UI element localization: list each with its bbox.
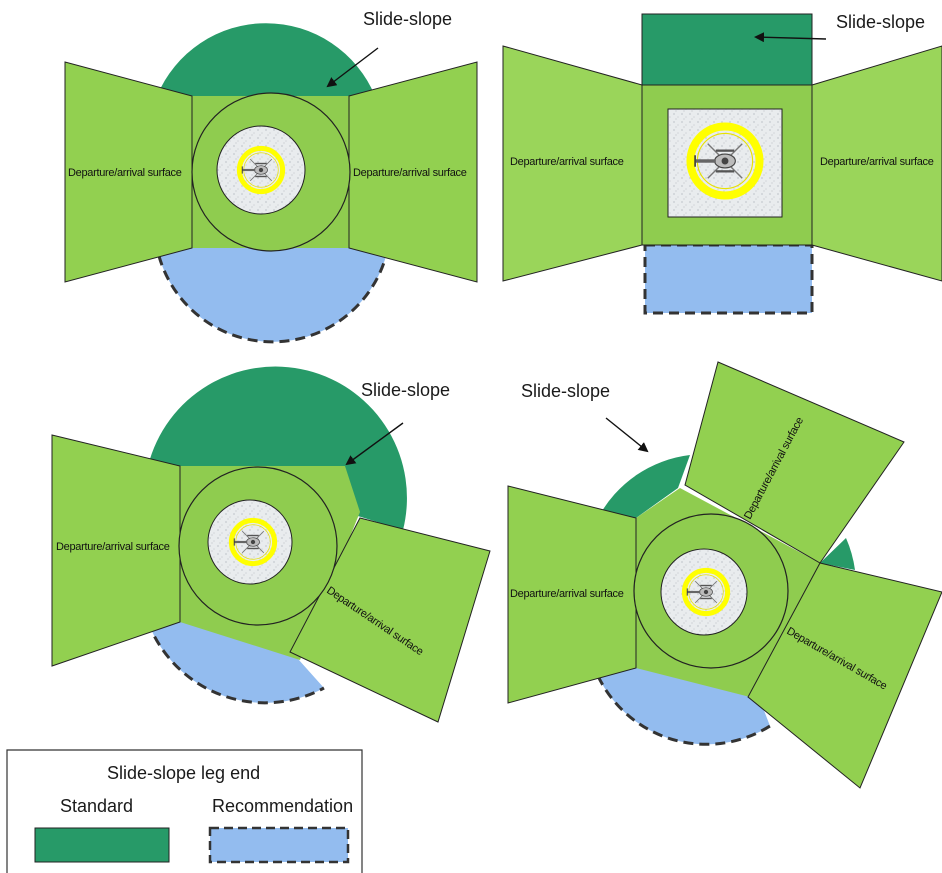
slide-slope-standard <box>641 13 813 86</box>
slide-slope-recommendation <box>157 248 388 342</box>
slide-slope-recommendation <box>643 243 814 315</box>
slide-slope-standard-left <box>598 455 690 518</box>
departure-surface-left <box>507 485 637 704</box>
arrow-icon <box>754 32 827 43</box>
arrow-icon <box>605 417 649 453</box>
departure-surface-bottom-right <box>747 562 942 789</box>
surface-label-right: Departure/arrival surface <box>353 167 467 179</box>
slide-slope-label: Slide-slope <box>363 9 452 29</box>
surface-label-left: Departure/arrival surface <box>510 588 624 600</box>
slide-slope-recommendation <box>148 620 324 703</box>
departure-surface-left <box>64 61 193 283</box>
legend-title: Slide-slope leg end <box>107 763 260 783</box>
slide-slope-standard <box>157 23 375 96</box>
panel-bottom-left: Departure/arrival surface Departure/arri… <box>51 366 491 723</box>
slide-slope-dashed-edge <box>155 247 390 344</box>
departure-surface-right <box>289 517 491 723</box>
departure-surface-right <box>348 61 478 283</box>
arrow-icon <box>345 422 404 466</box>
slide-slope-label: Slide-slope <box>521 381 610 401</box>
arrow-icon <box>326 47 379 88</box>
surface-label-left: Departure/arrival surface <box>68 167 182 179</box>
panel-top-right: Departure/arrival surface Departure/arri… <box>502 12 942 315</box>
slide-slope-recommendation <box>598 668 770 745</box>
surface-label-right: Departure/arrival surface <box>820 156 934 168</box>
slide-slope-dashed-edge <box>146 621 325 705</box>
slide-slope-label: Slide-slope <box>361 380 450 400</box>
slide-slope-dashed-edge <box>596 675 771 746</box>
legend-recommendation-swatch <box>208 826 350 864</box>
legend: Slide-slope leg end Standard Recommendat… <box>6 749 363 873</box>
surface-label-left: Departure/arrival surface <box>510 156 624 168</box>
panel-bottom-right: Departure/arrival surface Departure/arri… <box>507 361 942 789</box>
legend-standard-swatch <box>34 827 170 863</box>
legend-standard-label: Standard <box>60 796 133 816</box>
slide-slope-label: Slide-slope <box>836 12 925 32</box>
slide-slope-standard-right <box>820 538 855 570</box>
panel-top-left: Departure/arrival surface Departure/arri… <box>64 9 478 344</box>
legend-recommendation-label: Recommendation <box>212 796 353 816</box>
departure-surface-left <box>51 434 181 667</box>
surface-label-left: Departure/arrival surface <box>56 541 170 553</box>
